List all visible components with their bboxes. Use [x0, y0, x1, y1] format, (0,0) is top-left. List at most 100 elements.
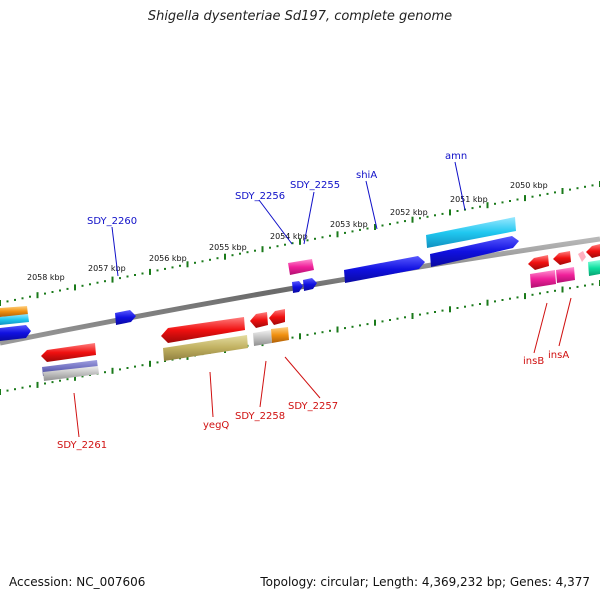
- gene-feature[interactable]: [163, 335, 248, 361]
- minor-tick: [441, 212, 444, 215]
- minor-tick: [591, 184, 594, 187]
- leader-line: [209, 371, 214, 418]
- minor-tick: [509, 200, 511, 202]
- gene-label-insa[interactable]: insA: [548, 350, 569, 361]
- minor-tick: [134, 274, 136, 276]
- major-tick: [336, 326, 339, 333]
- minor-tick: [366, 227, 369, 230]
- major-tick: [299, 333, 301, 340]
- major-tick: [36, 292, 39, 299]
- gene-label-sdy-2261[interactable]: SDY_2261: [57, 440, 107, 451]
- minor-tick: [209, 258, 211, 261]
- minor-tick: [81, 375, 84, 378]
- minor-tick: [501, 299, 504, 301]
- scale-label: 2050 kbp: [510, 181, 548, 190]
- gene-feature-sdy-2260[interactable]: [115, 310, 136, 325]
- gene-feature-sdy-2256[interactable]: [288, 259, 314, 275]
- minor-tick: [156, 269, 159, 272]
- gene-feature-shia[interactable]: [344, 256, 425, 283]
- minor-tick: [479, 205, 481, 208]
- scale-label: 2056 kbp: [149, 254, 187, 263]
- gene-label-sdy-2258[interactable]: SDY_2258: [235, 411, 285, 422]
- minor-tick: [456, 210, 459, 212]
- minor-tick: [141, 272, 144, 275]
- minor-tick: [516, 296, 519, 299]
- minor-tick: [179, 264, 181, 267]
- gene-feature[interactable]: [43, 366, 99, 381]
- gene-label-sdy-2260[interactable]: SDY_2260: [87, 216, 137, 227]
- gene-label-amn[interactable]: amn: [445, 151, 467, 162]
- minor-tick: [464, 305, 466, 308]
- minor-tick: [134, 365, 136, 368]
- scale-label: 2052 kbp: [390, 208, 428, 217]
- minor-tick: [246, 251, 249, 254]
- gene-label-sdy-2256[interactable]: SDY_2256: [235, 191, 285, 202]
- gene-feature[interactable]: [0, 325, 31, 341]
- major-tick: [0, 389, 1, 395]
- minor-tick: [119, 368, 121, 371]
- minor-tick: [351, 230, 354, 233]
- minor-tick: [539, 194, 541, 197]
- minor-tick: [389, 319, 391, 321]
- major-tick: [74, 284, 76, 291]
- reverse-features: [41, 244, 600, 381]
- leader-line: [303, 191, 315, 245]
- minor-tick: [89, 283, 91, 286]
- minor-tick: [126, 275, 129, 278]
- gene-feature[interactable]: [556, 267, 575, 283]
- leader-line: [365, 180, 378, 230]
- minor-tick: [254, 249, 256, 252]
- gene-feature-sdy-2257[interactable]: [269, 309, 285, 325]
- minor-tick: [419, 313, 421, 316]
- gene-feature-insb[interactable]: [528, 255, 549, 270]
- gene-feature[interactable]: [530, 270, 556, 288]
- gene-feature[interactable]: [253, 330, 272, 346]
- gene-feature-yegq[interactable]: [161, 317, 245, 343]
- gene-feature-insa[interactable]: [553, 251, 571, 265]
- major-tick: [149, 268, 151, 275]
- gene-feature[interactable]: [0, 314, 29, 325]
- minor-tick: [426, 215, 429, 218]
- gene-feature[interactable]: [430, 236, 519, 267]
- minor-tick: [546, 192, 549, 195]
- minor-tick: [291, 336, 294, 339]
- minor-tick: [156, 361, 159, 364]
- gene-feature-amn[interactable]: [426, 217, 516, 248]
- major-tick: [411, 313, 414, 319]
- minor-tick: [419, 217, 421, 220]
- minor-tick: [59, 379, 61, 382]
- gene-feature[interactable]: [586, 244, 600, 258]
- gene-label-sdy-2255[interactable]: SDY_2255: [290, 180, 340, 191]
- major-tick: [111, 276, 114, 283]
- minor-tick: [546, 291, 549, 294]
- forward-features: [0, 217, 519, 341]
- minor-tick: [569, 287, 571, 290]
- minor-tick: [44, 292, 46, 295]
- gene-label-shia[interactable]: shiA: [356, 170, 377, 181]
- forward-tick-track: [0, 181, 600, 306]
- gene-label-sdy-2257[interactable]: SDY_2257: [288, 401, 338, 412]
- scale-label: 2058 kbp: [27, 273, 65, 282]
- minor-tick: [21, 297, 24, 300]
- minor-tick: [51, 291, 54, 293]
- minor-tick: [344, 327, 346, 330]
- gene-feature[interactable]: [0, 306, 28, 317]
- gene-feature-sdy-2258[interactable]: [250, 312, 268, 328]
- minor-tick: [434, 214, 436, 217]
- gene-feature[interactable]: [292, 281, 303, 293]
- gene-feature-sdy-2255[interactable]: [303, 278, 317, 291]
- minor-tick: [479, 303, 481, 305]
- reverse-tick-track: [0, 280, 600, 395]
- gene-feature-sdy-2261[interactable]: [41, 343, 96, 362]
- gene-label-yegq[interactable]: yegQ: [203, 420, 229, 431]
- gene-label-insb[interactable]: insB: [523, 356, 544, 367]
- gene-feature[interactable]: [578, 251, 586, 262]
- major-tick: [449, 209, 451, 216]
- minor-tick: [381, 320, 384, 323]
- leader-line: [111, 226, 119, 277]
- gene-feature[interactable]: [588, 260, 600, 276]
- gene-feature[interactable]: [271, 327, 289, 343]
- minor-tick: [314, 237, 316, 240]
- minor-tick: [531, 293, 534, 296]
- major-tick: [449, 306, 451, 313]
